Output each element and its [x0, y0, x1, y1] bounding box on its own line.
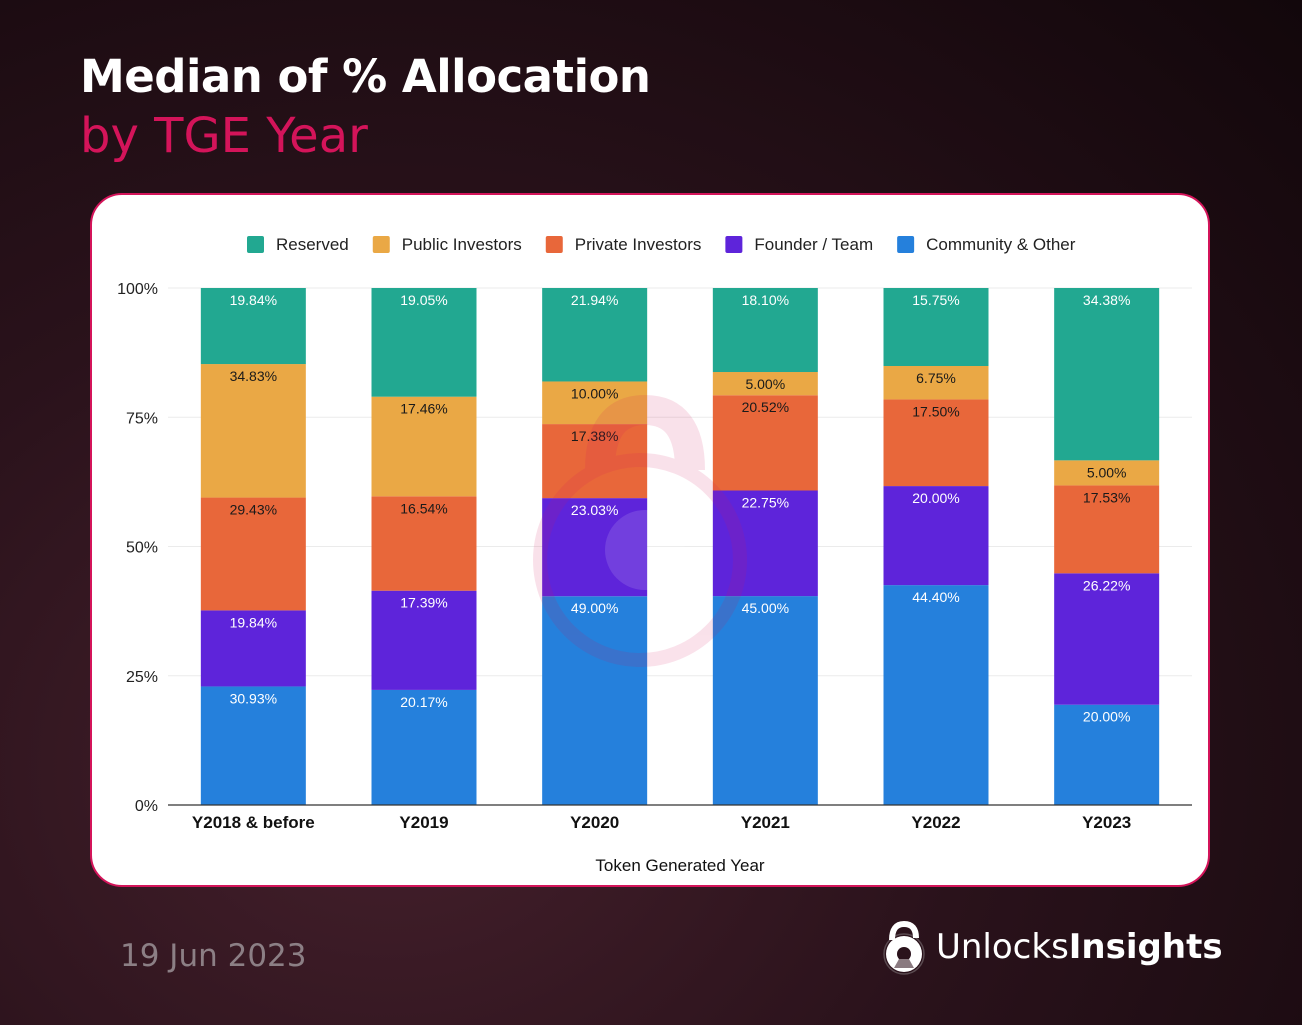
bar-segment: [200, 686, 306, 805]
data-label: 23.03%: [571, 502, 618, 518]
y-tick-label: 0%: [135, 798, 158, 815]
legend-swatch: [247, 236, 264, 253]
data-label: 20.00%: [1083, 709, 1130, 725]
brand-logo: Unlocks Insights: [882, 918, 1223, 976]
bar-segment: [200, 497, 306, 611]
bar-segment: [712, 288, 818, 373]
bar-segment: [371, 590, 477, 690]
bar-segment: [542, 424, 648, 499]
legend-label: Founder / Team: [754, 235, 873, 254]
bar-segment: [371, 396, 477, 497]
bar-segment: [371, 496, 477, 591]
watermark-logo-icon: [533, 394, 747, 667]
legend-label: Community & Other: [926, 235, 1076, 254]
data-label: 17.53%: [1083, 489, 1130, 505]
bar-segment: [712, 372, 818, 396]
data-label: 15.75%: [912, 292, 959, 308]
data-label: 5.00%: [1087, 464, 1127, 480]
x-tick-label: Y2023: [1082, 813, 1131, 832]
bar-segment: [542, 381, 648, 425]
data-label: 16.54%: [400, 500, 447, 516]
y-tick-label: 75%: [126, 410, 158, 427]
bar-segment: [883, 486, 989, 586]
legend-swatch: [725, 236, 743, 253]
data-label: 18.10%: [742, 292, 789, 308]
bar-segment: [1054, 288, 1160, 461]
bar-segment: [712, 596, 818, 805]
data-label: 29.43%: [230, 502, 277, 518]
legend-swatch: [897, 236, 915, 253]
data-label: 19.84%: [230, 292, 277, 308]
data-label: 20.17%: [400, 694, 447, 710]
brand-text-light: Unlocks: [936, 927, 1069, 967]
bar-segment: [1054, 573, 1160, 705]
x-axis-title: Token Generated Year: [595, 856, 765, 875]
data-label: 10.00%: [571, 385, 618, 401]
legend-swatch: [545, 236, 563, 253]
data-label: 20.52%: [742, 399, 789, 415]
data-label: 17.38%: [571, 428, 618, 444]
data-label: 45.00%: [742, 600, 789, 616]
data-label: 20.00%: [912, 490, 959, 506]
data-label: 17.46%: [400, 401, 447, 417]
data-label: 19.05%: [400, 292, 447, 308]
bar-segment: [200, 288, 306, 365]
bar-segment: [371, 288, 477, 397]
data-label: 34.83%: [230, 368, 277, 384]
bar-segment: [1054, 460, 1160, 486]
y-tick-label: 25%: [126, 669, 158, 686]
bar-segment: [1054, 704, 1160, 805]
bar-segment: [883, 399, 989, 487]
bar-segment: [200, 364, 306, 498]
data-label: 34.38%: [1083, 292, 1130, 308]
bar-segment: [883, 365, 989, 400]
bar-segment: [883, 585, 989, 805]
data-label: 19.84%: [230, 614, 277, 630]
legend-label: Private Investors: [575, 235, 702, 254]
brand-text-bold: Insights: [1068, 927, 1223, 967]
bar-segment: [1054, 485, 1160, 574]
bar-segment: [542, 596, 648, 805]
bar-segment: [200, 610, 306, 687]
data-label: 22.75%: [742, 494, 789, 510]
x-tick-label: Y2019: [399, 813, 448, 832]
bar-segment: [883, 288, 989, 366]
data-label: 17.39%: [400, 595, 447, 611]
legend-label: Public Investors: [402, 235, 522, 254]
data-label: 44.40%: [912, 589, 959, 605]
legend-label: Reserved: [276, 235, 349, 254]
page-subtitle: by TGE Year: [80, 108, 368, 164]
data-label: 49.00%: [571, 600, 618, 616]
padlock-icon: [883, 920, 925, 975]
x-tick-label: Y2018 & before: [192, 813, 315, 832]
x-tick-label: Y2022: [911, 813, 960, 832]
data-label: 30.93%: [230, 690, 277, 706]
date-label: 19 Jun 2023: [120, 938, 307, 974]
y-tick-label: 100%: [117, 281, 158, 298]
data-label: 21.94%: [571, 292, 618, 308]
data-label: 26.22%: [1083, 577, 1130, 593]
bar-segment: [542, 498, 648, 597]
bar-segment: [371, 689, 477, 805]
x-tick-label: Y2021: [741, 813, 790, 832]
bar-segment: [712, 395, 818, 491]
data-label: 6.75%: [916, 370, 956, 386]
legend-swatch: [372, 236, 390, 253]
y-tick-label: 50%: [126, 540, 158, 557]
bar-segment: [712, 490, 818, 597]
data-label: 5.00%: [745, 376, 785, 392]
page-title: Median of % Allocation: [80, 50, 651, 103]
bar-segment: [542, 288, 648, 382]
data-label: 17.50%: [912, 403, 959, 419]
x-tick-label: Y2020: [570, 813, 619, 832]
